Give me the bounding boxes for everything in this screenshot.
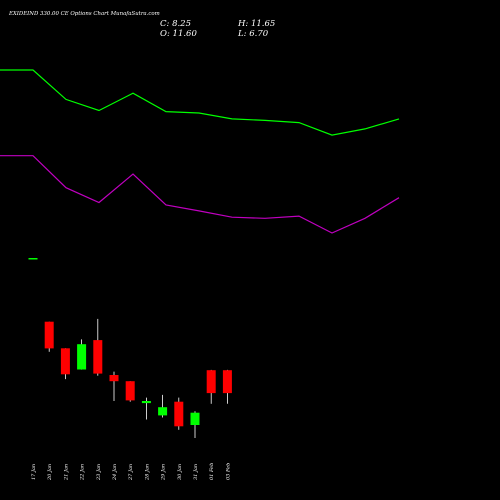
- candle-body: [109, 375, 119, 382]
- x-tick-label: 24 Jan: [112, 464, 118, 481]
- high-label: H: 11.65: [237, 19, 275, 29]
- candle-body: [158, 407, 168, 416]
- candles: [28, 258, 232, 438]
- x-tick-label: 20 Jan: [47, 464, 53, 481]
- x-tick-label: 03 Feb: [225, 463, 231, 480]
- candle-27-jan: [125, 381, 135, 402]
- indicator-lines: [0, 69, 400, 234]
- x-tick-label: 29 Jan: [161, 464, 167, 481]
- candle-body: [44, 321, 54, 349]
- candle-body: [60, 348, 70, 375]
- candle-body: [77, 344, 87, 370]
- candle-body: [174, 401, 184, 427]
- x-tick-label: 28 Jan: [144, 464, 150, 481]
- indicator-line-2: [0, 155, 400, 234]
- indicator-line-1: [0, 69, 400, 136]
- x-tick-label: 17 Jan: [31, 464, 37, 480]
- open-label: O: 11.60: [160, 29, 197, 39]
- candle-body: [141, 401, 151, 404]
- candle-22-jan: [77, 339, 87, 370]
- candle-29-jan: [158, 394, 168, 418]
- x-tick-label: 27 Jan: [128, 464, 134, 481]
- low-label: L: 6.70: [237, 29, 269, 39]
- close-label: C: 8.25: [160, 19, 191, 29]
- candle-30-jan: [174, 397, 184, 430]
- x-tick-label: 01 Feb: [209, 463, 215, 480]
- x-tick-label: 31 Jan: [193, 464, 199, 480]
- candle-23-jan: [93, 318, 103, 376]
- candle-body: [125, 381, 135, 401]
- x-tick-label: 30 Jan: [177, 464, 183, 480]
- candle-body: [206, 370, 216, 394]
- candle-01-feb: [206, 369, 216, 404]
- candle-31-jan: [190, 411, 200, 438]
- candle-28-jan: [141, 397, 151, 420]
- candle-20-jan: [44, 321, 54, 352]
- candle-03-feb: [222, 369, 232, 404]
- x-tick-label: 21 Jan: [63, 464, 69, 481]
- candle-body: [190, 412, 200, 425]
- candle-body: [222, 370, 232, 394]
- candle-17-jan: [28, 258, 38, 260]
- candle-body: [28, 258, 38, 260]
- candle-21-jan: [60, 348, 70, 380]
- x-tick-label: 23 Jan: [96, 464, 102, 481]
- x-axis-ticks: 17 Jan 20 Jan 21 Jan 22 Jan 23 Jan 24 Jan 27 J…: [31, 463, 231, 481]
- chart-title: EXIDEIND 330.00 CE Options Chart MunafaS…: [8, 11, 160, 17]
- x-tick-label: 22 Jan: [80, 464, 86, 481]
- candle-24-jan: [109, 371, 119, 401]
- candle-body: [93, 340, 103, 374]
